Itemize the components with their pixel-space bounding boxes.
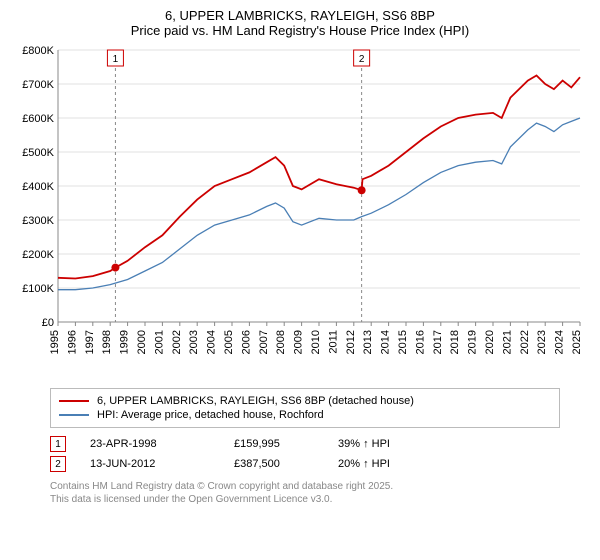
svg-text:2012: 2012 <box>345 330 357 354</box>
svg-text:£100K: £100K <box>22 283 54 295</box>
svg-text:£800K: £800K <box>22 45 54 57</box>
chart-plot-area: £0 £100K £200K £300K £400K £500K £600K £700K £80… <box>10 42 590 382</box>
title-block: 6, UPPER LAMBRICKS, RAYLEIGH, SS6 8BP Pr… <box>0 0 600 42</box>
svg-text:1995: 1995 <box>49 330 61 354</box>
svg-text:2003: 2003 <box>188 330 200 354</box>
svg-text:2001: 2001 <box>153 330 165 354</box>
svg-text:1998: 1998 <box>101 330 113 354</box>
svg-text:2007: 2007 <box>258 330 270 354</box>
svg-text:£500K: £500K <box>22 147 54 159</box>
table-row: 2 13-JUN-2012 £387,500 20% ↑ HPI <box>50 456 560 472</box>
sale-price: £387,500 <box>234 458 314 470</box>
svg-text:2009: 2009 <box>293 330 305 354</box>
svg-text:2002: 2002 <box>171 330 183 354</box>
legend-swatch-1 <box>59 400 89 402</box>
svg-text:2020: 2020 <box>484 330 496 354</box>
svg-text:2006: 2006 <box>240 330 252 354</box>
svg-text:2: 2 <box>359 54 365 65</box>
svg-text:2016: 2016 <box>414 330 426 354</box>
sales-table: 1 23-APR-1998 £159,995 39% ↑ HPI 2 13-JU… <box>50 436 560 472</box>
svg-text:£600K: £600K <box>22 113 54 125</box>
copyright-line-1: Contains HM Land Registry data © Crown c… <box>50 480 600 493</box>
sale-date: 23-APR-1998 <box>90 438 210 450</box>
chart-container: 6, UPPER LAMBRICKS, RAYLEIGH, SS6 8BP Pr… <box>0 0 600 560</box>
svg-text:2010: 2010 <box>310 330 322 354</box>
chart-svg: £0 £100K £200K £300K £400K £500K £600K £700K £80… <box>10 42 590 382</box>
svg-text:2021: 2021 <box>501 330 513 354</box>
svg-text:2022: 2022 <box>519 330 531 354</box>
title-line-2: Price paid vs. HM Land Registry's House … <box>0 23 600 38</box>
legend: 6, UPPER LAMBRICKS, RAYLEIGH, SS6 8BP (d… <box>50 388 560 428</box>
svg-text:1: 1 <box>113 54 119 65</box>
sale-date: 13-JUN-2012 <box>90 458 210 470</box>
sale-price: £159,995 <box>234 438 314 450</box>
copyright-block: Contains HM Land Registry data © Crown c… <box>50 480 600 506</box>
svg-text:2025: 2025 <box>571 330 583 354</box>
svg-text:2023: 2023 <box>536 330 548 354</box>
svg-text:2015: 2015 <box>397 330 409 354</box>
sale-number-box: 1 <box>50 436 66 452</box>
svg-text:2005: 2005 <box>223 330 235 354</box>
svg-text:2008: 2008 <box>275 330 287 354</box>
legend-label-2: HPI: Average price, detached house, Roch… <box>97 409 324 421</box>
svg-text:1997: 1997 <box>84 330 96 354</box>
svg-text:2004: 2004 <box>206 330 218 354</box>
svg-text:£300K: £300K <box>22 215 54 227</box>
svg-text:£200K: £200K <box>22 249 54 261</box>
title-line-1: 6, UPPER LAMBRICKS, RAYLEIGH, SS6 8BP <box>0 8 600 23</box>
sale-pct: 39% ↑ HPI <box>338 438 438 450</box>
legend-swatch-2 <box>59 414 89 416</box>
copyright-line-2: This data is licensed under the Open Gov… <box>50 493 600 506</box>
svg-text:2018: 2018 <box>449 330 461 354</box>
svg-text:2013: 2013 <box>362 330 374 354</box>
svg-text:£700K: £700K <box>22 79 54 91</box>
svg-text:1996: 1996 <box>66 330 78 354</box>
sale-number-box: 2 <box>50 456 66 472</box>
sale-pct: 20% ↑ HPI <box>338 458 438 470</box>
legend-label-1: 6, UPPER LAMBRICKS, RAYLEIGH, SS6 8BP (d… <box>97 395 414 407</box>
svg-text:2019: 2019 <box>467 330 479 354</box>
svg-text:2011: 2011 <box>327 330 339 354</box>
svg-text:1999: 1999 <box>119 330 131 354</box>
svg-text:2017: 2017 <box>432 330 444 354</box>
svg-text:£400K: £400K <box>22 181 54 193</box>
svg-text:2000: 2000 <box>136 330 148 354</box>
svg-text:£0: £0 <box>42 317 54 329</box>
legend-item: 6, UPPER LAMBRICKS, RAYLEIGH, SS6 8BP (d… <box>59 395 551 407</box>
table-row: 1 23-APR-1998 £159,995 39% ↑ HPI <box>50 436 560 452</box>
svg-text:2014: 2014 <box>380 330 392 354</box>
svg-text:2024: 2024 <box>554 330 566 354</box>
legend-item: HPI: Average price, detached house, Roch… <box>59 409 551 421</box>
